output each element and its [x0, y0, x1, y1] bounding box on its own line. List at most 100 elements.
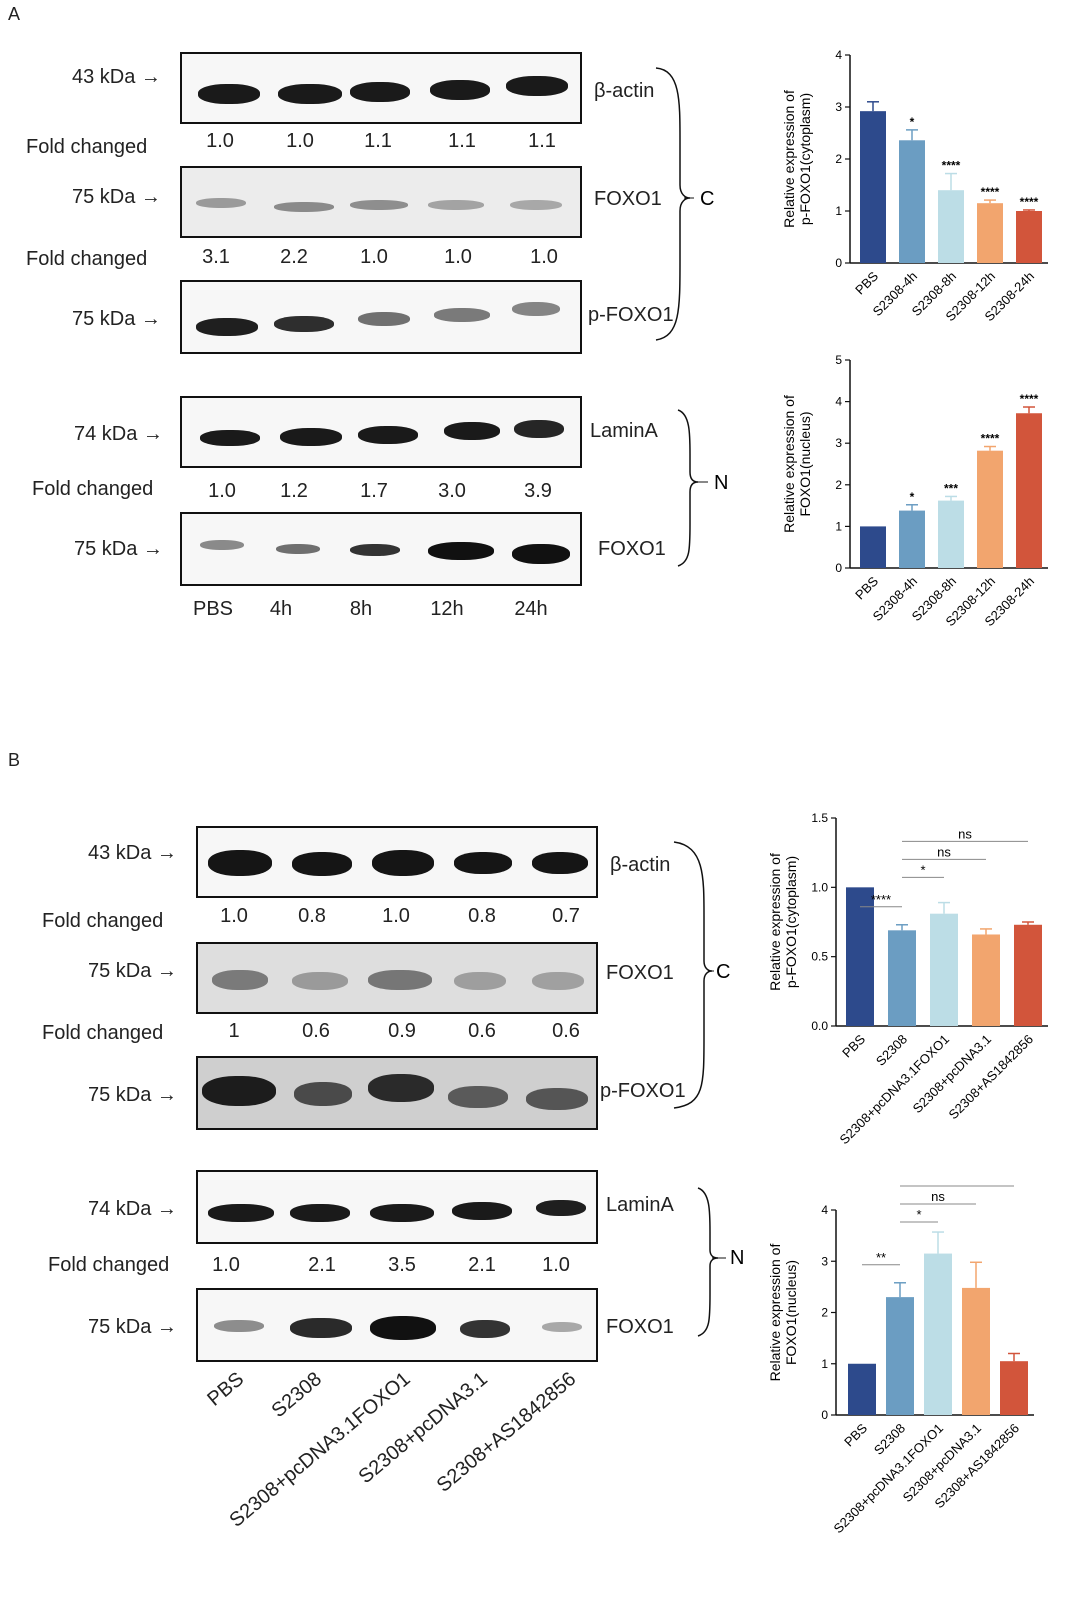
fold-value: 0.8 — [298, 905, 326, 927]
chart-foxo1-nucleus-b: 0 1 2 3 4 Relative expression of FOXO1(nucleus… — [767, 1180, 1034, 1536]
bar — [899, 510, 925, 568]
fold-value: 1.0 — [382, 905, 410, 927]
y-axis-label: Relative expression of — [767, 1244, 783, 1382]
y-axis-label: FOXO1(nucleus) — [797, 411, 813, 516]
fold-value: 1.0 — [220, 905, 248, 927]
fold-value: 3.1 — [202, 246, 230, 268]
mw-foxo1n-a: 75 kDa → — [74, 538, 163, 560]
bar — [1016, 211, 1042, 263]
bar — [977, 450, 1003, 568]
bar — [1014, 924, 1042, 1026]
x-tick-label: PBS — [852, 573, 881, 602]
blot-foxo1-a — [180, 166, 582, 238]
mw-lamin-a: 74 kDa → — [74, 423, 163, 445]
bar — [848, 1363, 876, 1415]
fold-label-a3: Fold changed — [32, 478, 154, 500]
bracket-n-b: N — [697, 1187, 744, 1337]
significance-label: * — [910, 490, 915, 504]
fold-value: 1.1 — [448, 130, 476, 152]
protein-pfoxo1-a: p-FOXO1 — [588, 304, 674, 326]
bar — [930, 913, 958, 1026]
bracket-c-b: C — [673, 841, 730, 1109]
y-axis-label: Relative expression of — [767, 853, 783, 991]
y-tick-label: 2 — [835, 478, 842, 492]
y-tick-label: 0 — [835, 561, 842, 575]
blot-actin-a — [180, 52, 582, 124]
bar — [924, 1253, 952, 1415]
comparison-label: * — [916, 1207, 921, 1222]
bar — [977, 203, 1003, 263]
y-tick-label: 0 — [821, 1408, 828, 1422]
blot-lamin-a — [180, 396, 582, 468]
mw-actin-a: 43 kDa → — [72, 66, 161, 88]
y-tick-label: 0.5 — [811, 950, 828, 964]
fold-value: 1.0 — [542, 1254, 570, 1276]
x-tick-label: PBS — [841, 1420, 870, 1449]
bar — [899, 140, 925, 263]
blot-pfoxo1-a — [180, 280, 582, 354]
y-axis-label: p-FOXO1(cytoplasm) — [797, 93, 813, 225]
lane-label: 8h — [349, 598, 373, 620]
fold-label-a1: Fold changed — [26, 136, 148, 158]
y-tick-label: 4 — [835, 48, 842, 62]
bar — [846, 887, 874, 1026]
bar — [1000, 1361, 1028, 1415]
protein-foxo1-a: FOXO1 — [594, 188, 662, 210]
fold-value: 0.7 — [552, 905, 580, 927]
bracket-n-a-label: N — [714, 472, 728, 494]
panel-b-letter: B — [8, 750, 21, 770]
y-tick-label: 1.5 — [811, 811, 828, 825]
comparison-label: * — [920, 862, 925, 877]
bar — [860, 526, 886, 568]
blot-foxo1n-a — [180, 512, 582, 586]
fold-value: 0.9 — [388, 1020, 416, 1042]
bracket-c-a-label: C — [700, 188, 714, 210]
fold-value: 2.1 — [308, 1254, 336, 1276]
comparison-label: ns — [931, 1189, 945, 1204]
mw-foxo1n-b: 75 kDa → — [88, 1316, 177, 1338]
mw-pfoxo1-b: 75 kDa → — [88, 1084, 177, 1106]
blot-foxo1n-b — [196, 1288, 598, 1362]
blot-lamin-b — [196, 1170, 598, 1244]
chart-pfoxo1-cytoplasm-b: 0.0 0.5 1.0 1.5 Relative expression of p-FOXO… — [767, 811, 1048, 1147]
y-tick-label: 0.0 — [811, 1019, 828, 1033]
y-tick-label: 3 — [821, 1254, 828, 1268]
protein-foxo1n-b: FOXO1 — [606, 1316, 674, 1338]
bracket-c-a: C — [655, 67, 714, 341]
lane-label: 12h — [430, 598, 464, 620]
mw-actin-b: 43 kDa → — [88, 842, 177, 864]
significance-label: *** — [944, 481, 958, 495]
blot-foxo1-b — [196, 942, 598, 1014]
bar — [962, 1287, 990, 1415]
x-tick-label: PBS — [839, 1031, 868, 1060]
fold-value: 2.2 — [280, 246, 308, 268]
bar — [860, 111, 886, 263]
protein-foxo1-b: FOXO1 — [606, 962, 674, 984]
y-tick-label: 2 — [835, 152, 842, 166]
significance-label: * — [910, 115, 915, 129]
fold-label-b1: Fold changed — [42, 910, 164, 932]
fold-value: 1.0 — [212, 1254, 240, 1276]
panel-a-letter: A — [8, 4, 21, 24]
bracket-c-b-label: C — [716, 961, 730, 983]
bar — [972, 934, 1000, 1026]
significance-label: **** — [942, 159, 961, 173]
protein-lamin-a: LaminA — [590, 420, 658, 442]
y-tick-label: 2 — [821, 1306, 828, 1320]
fold-label-b3: Fold changed — [48, 1254, 170, 1276]
x-tick-label: PBS — [852, 268, 881, 297]
protein-actin-b: β-actin — [610, 854, 671, 876]
comparison-label: ** — [876, 1250, 886, 1265]
fold-value: 1.7 — [360, 480, 388, 502]
fold-value: 1.2 — [280, 480, 308, 502]
fold-value: 1.1 — [364, 130, 392, 152]
y-tick-label: 1 — [821, 1357, 828, 1371]
comparison-label: ns — [937, 844, 951, 859]
protein-lamin-b: LaminA — [606, 1194, 674, 1216]
y-tick-label: 3 — [835, 100, 842, 114]
y-axis-label: Relative expression of — [781, 395, 797, 533]
fold-value: 3.9 — [524, 480, 552, 502]
y-axis-label: FOXO1(nucleus) — [783, 1260, 799, 1365]
y-tick-label: 1 — [835, 519, 842, 533]
bar — [886, 1297, 914, 1415]
